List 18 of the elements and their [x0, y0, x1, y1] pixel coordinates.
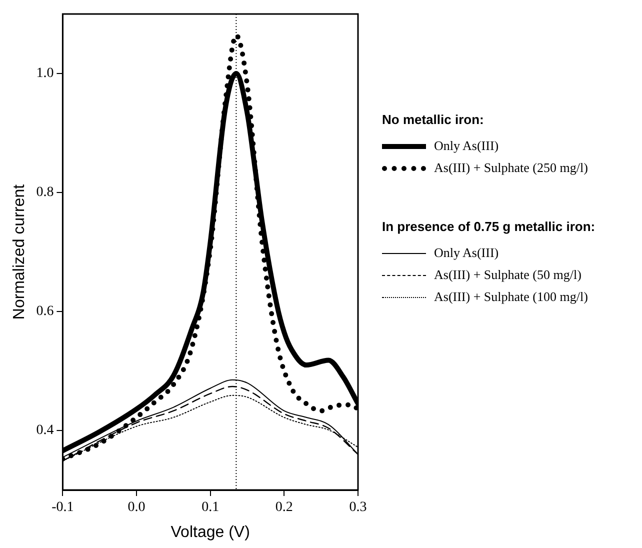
text: No metallic iron: [382, 112, 485, 127]
x-tick-label: -0.1 [52, 500, 74, 516]
legend-label: As(III) + Sulphate (100 mg/l) [434, 289, 588, 305]
x-tick-label: 0.0 [128, 500, 146, 516]
legend-label: Only As(III) [434, 138, 499, 154]
legend-label: Only As(III) [434, 245, 499, 261]
text: In presence of 0.75 g metallic iron: [382, 219, 596, 234]
x-tick-label: 0.2 [275, 500, 293, 516]
y-tick-label: 0.8 [36, 185, 54, 200]
x-tick-label: 0.3 [349, 500, 367, 516]
y-tick-label: 0.4 [36, 423, 54, 438]
x-axis-title: Voltage (V) [170, 524, 250, 541]
legend-label: As(III) + Sulphate (50 mg/l) [434, 267, 582, 283]
y-tick-label: 0.6 [36, 304, 54, 320]
legend-label: As(III) + Sulphate (250 mg/l) [434, 160, 588, 176]
x-tick-label: 0.1 [202, 500, 220, 516]
y-tick-label: 1.0 [36, 66, 54, 82]
y-axis-title: Normalized current [11, 184, 28, 320]
